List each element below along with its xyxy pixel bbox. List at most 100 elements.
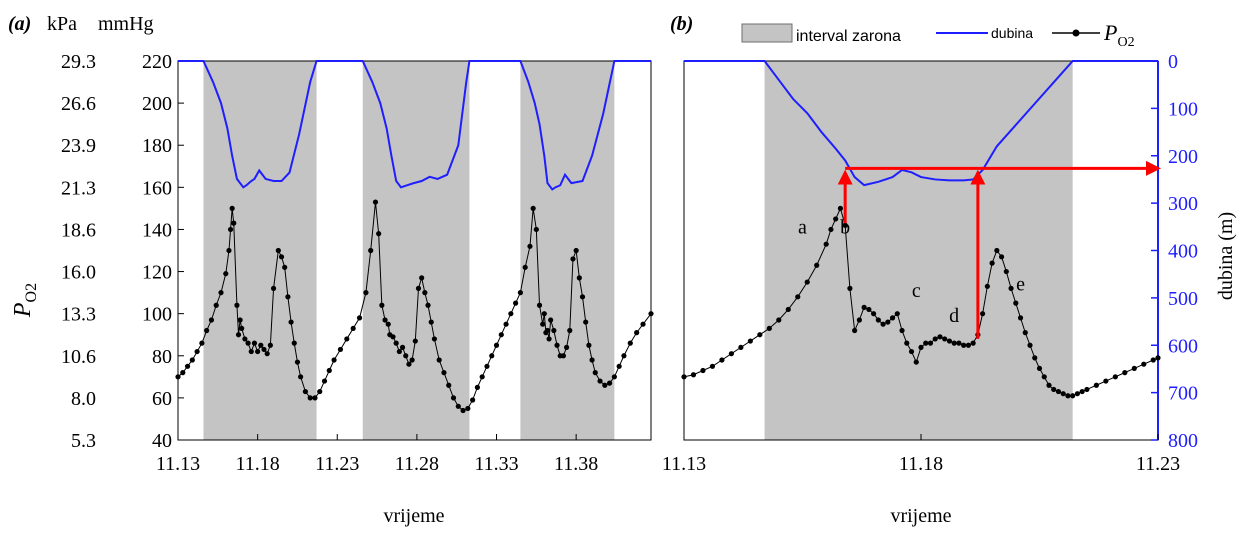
a-po2-point xyxy=(560,353,567,359)
a-po2-point xyxy=(570,256,576,262)
a-po2-point xyxy=(237,317,243,323)
a-po2-point xyxy=(460,407,466,414)
a-po2-point xyxy=(255,348,261,355)
a-po2-point xyxy=(428,319,434,325)
b-po2-point xyxy=(1008,285,1014,291)
a-y-tick-label-mmhg-6: 160 xyxy=(142,177,172,199)
a-y-tick-label-kpa-8: 26.6 xyxy=(61,93,96,115)
a-po2-point xyxy=(455,403,461,409)
b-po2-point xyxy=(1051,386,1057,393)
a-po2-point xyxy=(275,247,281,254)
a-po2-point xyxy=(403,353,409,359)
a-y-tick-label-mmhg-5: 140 xyxy=(142,219,172,241)
b-po2-point xyxy=(1093,382,1099,388)
a-y-tick-label-mmhg-0: 40 xyxy=(152,430,172,452)
a-po2-point xyxy=(606,380,613,386)
a-po2-point xyxy=(288,319,294,325)
svg-text:PO2: PO2 xyxy=(10,283,40,318)
a-po2-point xyxy=(208,317,215,323)
a-po2-point xyxy=(589,357,595,363)
a-po2-point xyxy=(412,338,418,344)
b-x-axis-label: vrijeme xyxy=(890,505,951,527)
a-po2-point xyxy=(390,334,396,340)
a-po2-point xyxy=(356,315,363,321)
a-po2-point xyxy=(270,285,277,291)
a-po2-point xyxy=(422,290,428,296)
b-po2-point xyxy=(847,285,853,291)
b-po2-point xyxy=(918,344,924,350)
a-po2-point xyxy=(213,302,219,308)
a-y-axis-label: PO2 xyxy=(10,283,40,318)
legend-label-po2-subscript: O2 xyxy=(1117,35,1134,50)
a-plot-frame xyxy=(177,60,652,441)
a-po2-point xyxy=(474,384,481,390)
a-po2-point xyxy=(640,321,646,327)
b-depth-tick-label-3: 300 xyxy=(1168,193,1198,215)
a-po2-point xyxy=(307,395,313,401)
a-po2-point xyxy=(239,325,245,332)
a-po2-point xyxy=(484,363,490,369)
b-po2-point xyxy=(1141,361,1147,367)
a-po2-point xyxy=(597,378,603,384)
a-po2-point xyxy=(493,342,500,348)
b-po2-point xyxy=(709,363,716,369)
a-po2-point xyxy=(251,340,258,346)
a-po2-point xyxy=(204,327,210,334)
b-po2-point xyxy=(899,327,905,334)
a-po2-point xyxy=(513,300,519,306)
b-po2-point xyxy=(856,317,862,323)
a-po2-point xyxy=(498,332,504,338)
legend-label-po2-symbol: P xyxy=(1103,20,1117,45)
b-po2-point xyxy=(956,340,962,346)
a-po2-point xyxy=(326,367,332,374)
b-po2-point xyxy=(946,338,953,344)
a-y-tick-label-kpa-0: 5.3 xyxy=(71,430,96,452)
a-po2-point xyxy=(576,275,582,281)
a-po2-point xyxy=(379,302,385,308)
panel-a: 40 5.3 60 8.0 80 10.6 100 13.3 120 16.0 140 18.6 160… xyxy=(8,13,654,527)
b-po2-point xyxy=(1122,370,1128,376)
b-po2-point xyxy=(994,247,1000,254)
b-po2-point xyxy=(980,311,986,317)
a-po2-point xyxy=(350,325,356,332)
a-po2-point xyxy=(541,311,547,317)
a-po2-point xyxy=(621,353,627,359)
a-po2-point xyxy=(648,311,654,317)
b-po2-point xyxy=(842,222,848,228)
a-y-tick-label-kpa-6: 21.3 xyxy=(61,177,96,199)
a-po2-point xyxy=(278,254,285,260)
b-depth-tick-label-7: 700 xyxy=(1168,383,1198,405)
a-y-tick-label-mmhg-8: 200 xyxy=(142,93,172,115)
b-po2-point xyxy=(828,226,834,233)
a-y-tick-label-mmhg-7: 180 xyxy=(142,135,172,157)
a-dive-intervals xyxy=(203,61,615,440)
b-depth-tick-label-2: 200 xyxy=(1168,146,1198,168)
a-po2-point xyxy=(231,220,237,226)
b-annotation-d: d xyxy=(949,305,959,327)
a-po2-point xyxy=(199,340,205,346)
a-dive-interval-2 xyxy=(520,61,615,440)
a-po2-point xyxy=(546,336,552,342)
b-po2-point xyxy=(804,279,810,285)
a-y-tick-label-kpa-4: 16.0 xyxy=(61,262,96,284)
a-po2-point xyxy=(235,332,242,338)
a-po2-point xyxy=(548,317,554,323)
a-po2-point xyxy=(189,357,195,363)
b-po2-point xyxy=(823,241,829,247)
b-arrows xyxy=(837,160,1161,339)
a-po2-point xyxy=(415,285,422,291)
a-y-tick-label-kpa-5: 18.6 xyxy=(61,219,96,241)
a-y-axis-label-symbol: P xyxy=(10,302,36,318)
b-po2-point xyxy=(908,348,915,355)
legend-label-po2: PO2 xyxy=(1103,20,1135,50)
a-po2-point xyxy=(267,342,273,348)
a-po2-point xyxy=(385,321,391,327)
a-po2-point xyxy=(409,357,415,363)
b-po2-point xyxy=(1155,355,1161,361)
b-depth-tick-label-0: 0 xyxy=(1168,51,1178,73)
a-po2-point xyxy=(331,357,337,363)
a-po2-point xyxy=(312,395,318,401)
legend-label-dive-interval: interval zarona xyxy=(796,28,901,45)
a-po2-point xyxy=(508,311,514,317)
